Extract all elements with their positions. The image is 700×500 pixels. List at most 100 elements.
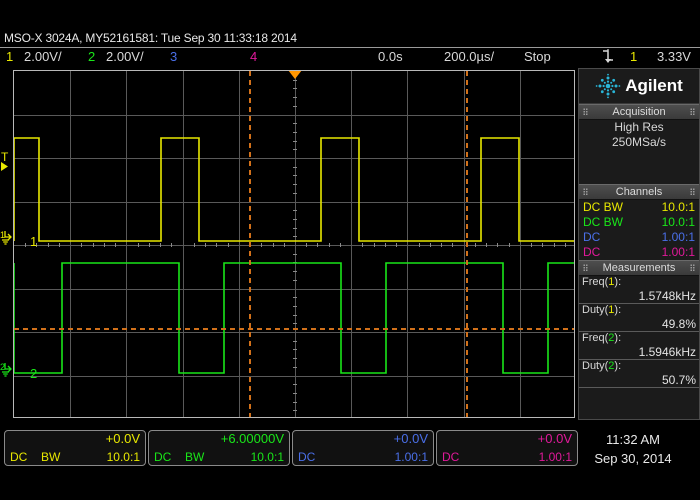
ch1-number[interactable]: 1 (6, 49, 14, 64)
graticule-hline (14, 202, 574, 203)
sidebar-channel-row-2[interactable]: DC BW 10.0:1 (579, 215, 699, 230)
graticule-tick (293, 167, 297, 168)
left-marker-gutter: T 1 2 (0, 70, 13, 418)
measurements-list: Freq(1): 1.5748kHz Duty(1): 49.8% Freq(2): 1.… (579, 276, 699, 388)
graticule-tick (293, 254, 297, 255)
graticule-hline (14, 158, 574, 159)
channel-probe-ratio: 10.0:1 (661, 200, 695, 214)
measurement-source: 1 (608, 276, 615, 288)
run-state[interactable]: Stop (524, 49, 551, 64)
sidebar-channel-row-3[interactable]: DC 1.00:1 (579, 230, 699, 245)
bottom-channel-box-1[interactable]: +0.0V DC BW 10.0:1 (4, 430, 146, 466)
graticule-tick (59, 243, 60, 247)
delay-value[interactable]: 0.0s (378, 49, 403, 64)
ch3-number[interactable]: 3 (170, 49, 178, 64)
acquisition-spacer (579, 150, 699, 184)
clock-date: Sep 30, 2014 (594, 451, 672, 466)
ch2-ground-marker[interactable]: 2 (0, 362, 13, 380)
graticule-tick (293, 306, 297, 307)
graticule-tick (293, 297, 297, 298)
measurements-header-label: Measurements (602, 262, 676, 274)
graticule-tick (293, 228, 297, 229)
graticule-tick (25, 243, 26, 247)
measurement-name-suffix: ): (614, 332, 622, 344)
channel-probe-ratio: 10.0:1 (250, 450, 284, 464)
trigger-level-marker-label: T (1, 150, 9, 164)
graticule-tick (385, 243, 386, 247)
measurement-label: Freq(2): (582, 332, 696, 345)
bottom-channel-box-4[interactable]: +0.0V DC 1.00:1 (436, 430, 578, 466)
measurement-item-2[interactable]: Duty(1): 49.8% (579, 304, 699, 332)
measurement-item-4[interactable]: Duty(2): 50.7% (579, 360, 699, 388)
graticule-tick (293, 132, 297, 133)
sidebar-channel-row-1[interactable]: DC BW 10.0:1 (579, 200, 699, 215)
ch1-trace (14, 137, 574, 242)
trigger-position-marker[interactable] (288, 71, 302, 79)
graticule-tick (293, 149, 297, 150)
cursor-x2[interactable] (466, 71, 468, 417)
measurement-name: Freq( (582, 332, 609, 344)
graticule-tick (293, 88, 297, 89)
channel-coupling: DC (583, 230, 601, 244)
channel-bandwidth-limit: BW (41, 450, 61, 464)
ch2-number[interactable]: 2 (88, 49, 96, 64)
svg-text:1: 1 (0, 230, 5, 240)
clock-display: 11:32 AM Sep 30, 2014 (574, 430, 692, 468)
graticule-tick (293, 141, 297, 142)
graticule-vline (183, 71, 184, 417)
waveform-graticule[interactable]: 1 2 (13, 70, 575, 418)
brand-logo: Agilent (579, 69, 699, 104)
measurement-item-1[interactable]: Freq(1): 1.5748kHz (579, 276, 699, 304)
graticule-tick (194, 243, 195, 247)
channel-coupling: DC (442, 450, 460, 464)
channels-header[interactable]: Channels (579, 184, 699, 200)
acquisition-header[interactable]: Acquisition (579, 104, 699, 120)
graticule-tick (293, 97, 297, 98)
channels-list: DC BW 10.0:1 DC BW 10.0:1 DC 1.00:1 DC 1.00:1 (579, 200, 699, 260)
cursor-y1[interactable] (14, 328, 574, 330)
ch4-number[interactable]: 4 (250, 49, 258, 64)
ch1-ground-marker[interactable]: 1 (0, 230, 13, 248)
right-sidebar: Agilent Acquisition High Res 250MSa/s Ch… (578, 68, 700, 420)
graticule-tick (293, 402, 297, 403)
graticule-tick (306, 243, 307, 247)
trigger-level-marker[interactable]: T (1, 150, 12, 171)
channel-offset-value: +0.0V (393, 431, 428, 446)
graticule-tick (565, 243, 566, 247)
graticule-tick (293, 323, 297, 324)
graticule-tick (293, 358, 297, 359)
channel-probe-ratio: 10.0:1 (106, 450, 140, 464)
measurement-value: 49.8% (661, 317, 696, 331)
bottom-channel-box-3[interactable]: +0.0V DC 1.00:1 (292, 430, 434, 466)
graticule-tick (329, 243, 330, 247)
graticule-tick (293, 236, 297, 237)
graticule-hline (14, 332, 574, 333)
measurements-header[interactable]: Measurements (579, 260, 699, 276)
graticule-tick (293, 280, 297, 281)
acquisition-mode: High Res (614, 120, 664, 134)
ch2-scale[interactable]: 2.00V/ (106, 49, 144, 64)
graticule-vline (351, 71, 352, 417)
bottom-channel-box-2[interactable]: +6.00000V DC BW 10.0:1 (148, 430, 290, 466)
clock-time: 11:32 AM (606, 432, 660, 447)
ch2-ground-icon: 2 (0, 362, 12, 377)
ch1-ground-icon: 1 (0, 230, 12, 245)
graticule-tick (293, 210, 297, 211)
cursor-x1[interactable] (249, 71, 251, 417)
graticule-tick (273, 243, 274, 247)
timebase-value[interactable]: 200.0µs/ (444, 49, 495, 64)
graticule-vline (407, 71, 408, 417)
trigger-level[interactable]: 3.33V (657, 49, 691, 64)
measurement-item-3[interactable]: Freq(2): 1.5946kHz (579, 332, 699, 360)
graticule-vline (295, 71, 296, 417)
trigger-edge-icon (602, 48, 614, 67)
trigger-source[interactable]: 1 (630, 49, 638, 64)
measurement-label: Duty(1): (582, 304, 696, 317)
graticule-hline (14, 115, 574, 116)
sidebar-channel-row-4[interactable]: DC 1.00:1 (579, 245, 699, 260)
graticule-tick (293, 123, 297, 124)
graticule-tick (93, 243, 94, 247)
channel-coupling: DC (583, 245, 601, 259)
graticule-tick (362, 243, 363, 247)
ch1-scale[interactable]: 2.00V/ (24, 49, 62, 64)
